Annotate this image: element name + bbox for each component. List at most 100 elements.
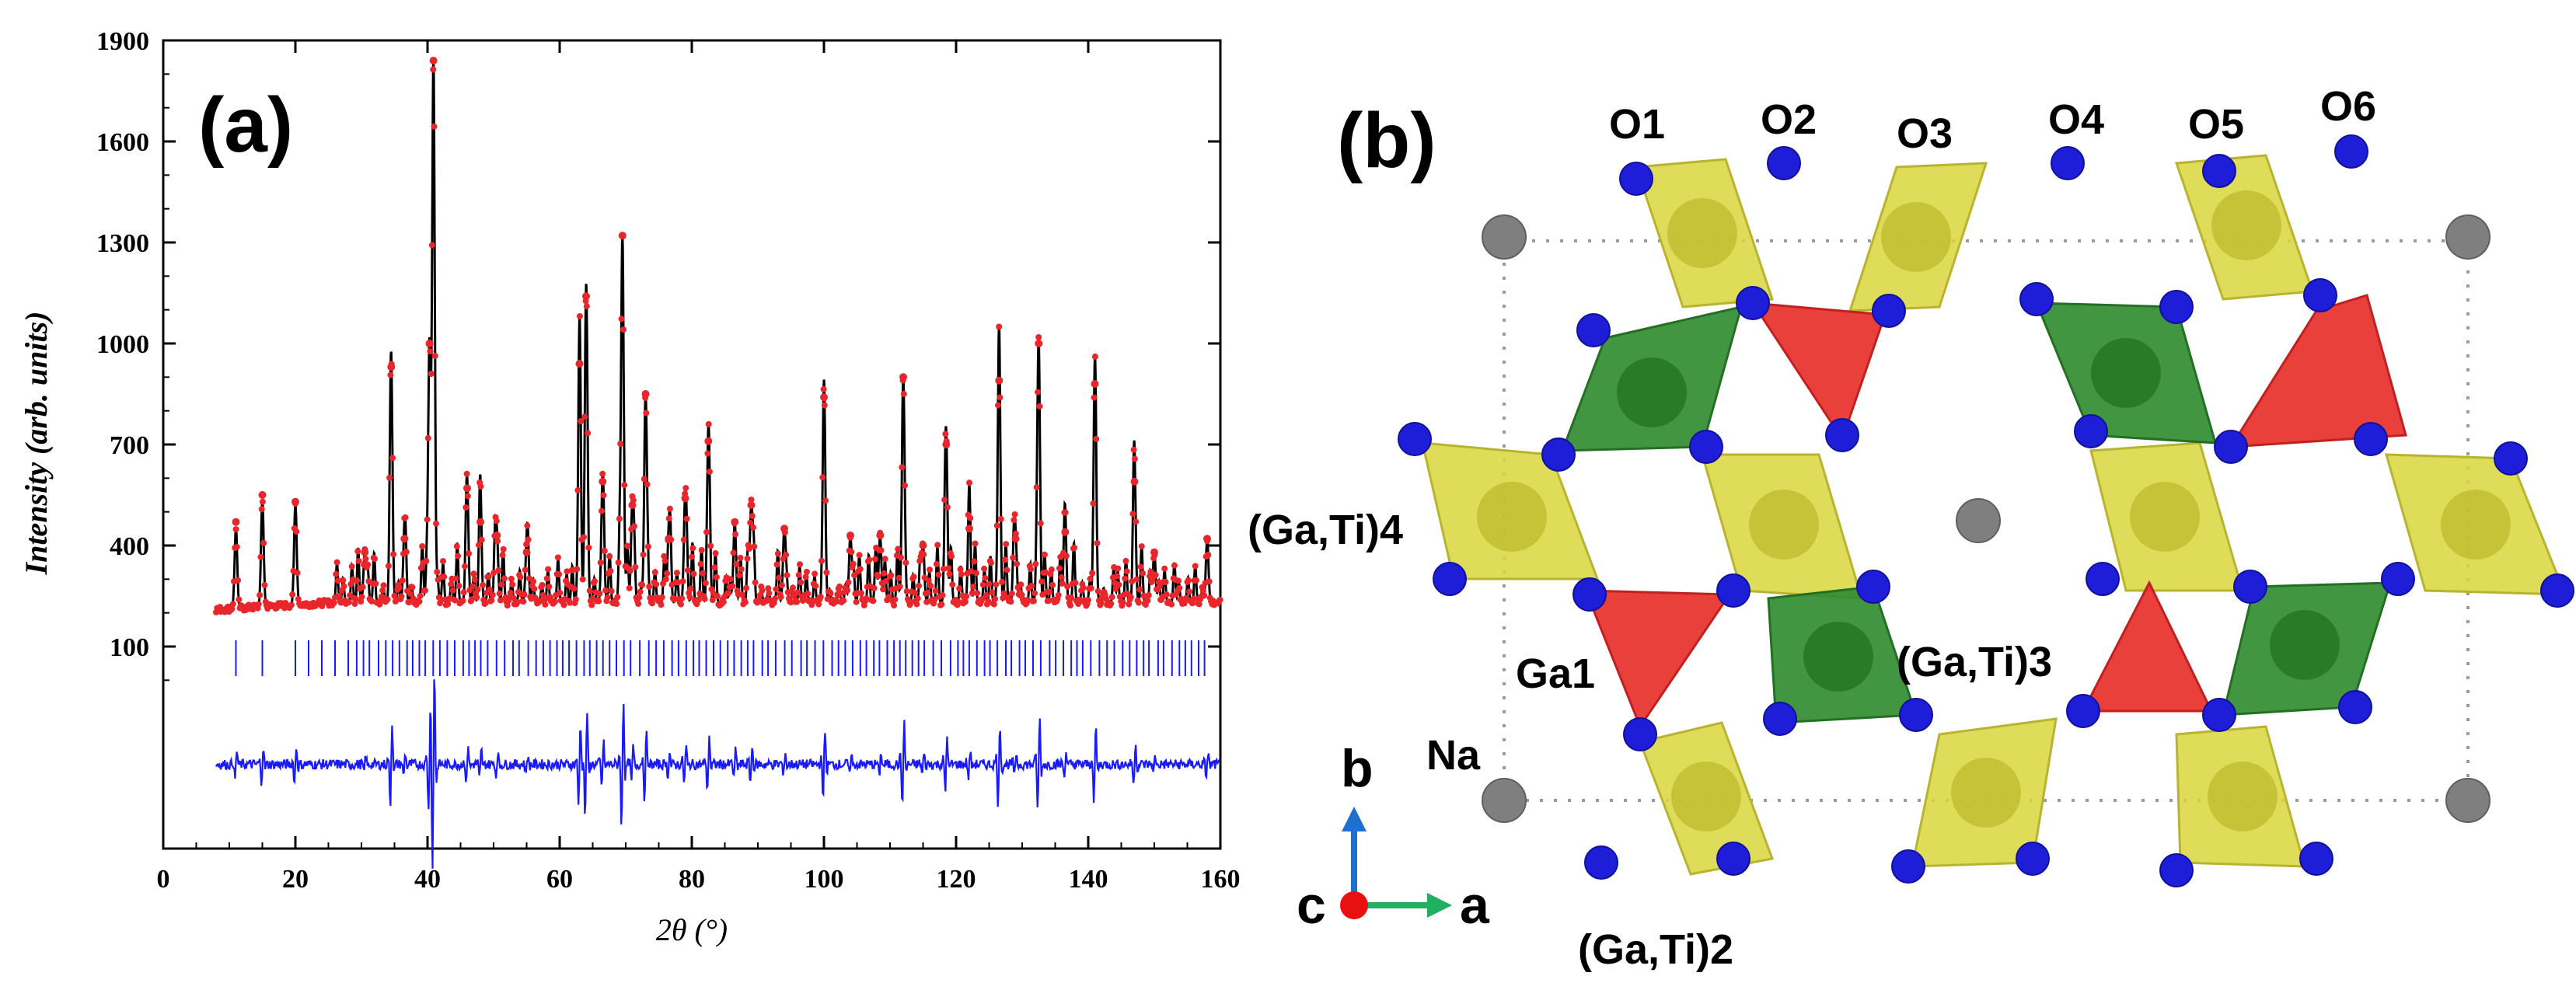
- observed-point: [574, 486, 581, 493]
- observed-point: [1041, 551, 1048, 558]
- observed-point: [732, 531, 739, 538]
- observed-point: [720, 598, 727, 605]
- observed-point: [1087, 584, 1094, 591]
- observed-point: [750, 524, 756, 531]
- observed-point: [707, 542, 714, 549]
- observed-point: [1114, 573, 1120, 580]
- observed-point: [1161, 565, 1168, 572]
- observed-point: [1058, 573, 1065, 580]
- observed-point: [774, 550, 781, 557]
- observed-point: [747, 519, 754, 526]
- observed-point: [658, 601, 665, 608]
- observed-point: [480, 582, 486, 588]
- observed-point: [514, 598, 521, 605]
- observed-peak-point: [291, 497, 299, 506]
- observed-point: [1145, 591, 1152, 598]
- o-atom: [1856, 570, 1890, 604]
- na-atom: [2445, 778, 2490, 823]
- observed-point: [1000, 594, 1007, 601]
- observed-series-points: [213, 57, 1223, 615]
- observed-point: [1011, 511, 1018, 518]
- observed-point: [871, 556, 878, 563]
- observed-peak-point: [425, 340, 434, 347]
- observed-point: [996, 323, 1003, 330]
- observed-point: [1136, 586, 1143, 593]
- observed-point: [1042, 569, 1049, 576]
- observed-point: [554, 554, 561, 561]
- y-tick-label: 1900: [96, 27, 149, 56]
- observed-point: [678, 601, 684, 608]
- observed-point: [431, 352, 438, 359]
- observed-point: [452, 597, 459, 604]
- observed-point: [689, 553, 695, 560]
- observed-point: [607, 567, 614, 574]
- observed-point: [403, 549, 410, 556]
- observed-point: [751, 543, 758, 550]
- observed-point: [777, 594, 784, 601]
- observed-peak-point: [942, 441, 951, 448]
- observed-point: [945, 565, 952, 572]
- observed-point: [1147, 568, 1154, 575]
- x-tick-label: 100: [805, 865, 844, 894]
- observed-point: [1138, 543, 1145, 550]
- o-atom: [2494, 441, 2528, 476]
- observed-point: [686, 594, 693, 601]
- observed-point: [365, 561, 372, 568]
- observed-point: [417, 564, 424, 571]
- observed-point: [765, 585, 772, 592]
- observed-peak-point: [599, 477, 607, 486]
- observed-point: [737, 554, 744, 561]
- observed-point: [858, 590, 864, 597]
- observed-point: [564, 568, 571, 575]
- o-atom: [1689, 430, 1723, 464]
- observed-point: [585, 430, 592, 437]
- observed-point: [1199, 587, 1206, 594]
- observed-point: [1129, 511, 1136, 518]
- observed-peak-point: [1130, 477, 1139, 486]
- observed-point: [1192, 563, 1199, 570]
- observed-point: [1127, 594, 1134, 601]
- observed-point: [1080, 584, 1087, 591]
- observed-point: [1123, 568, 1130, 575]
- oxygen-atoms: [1398, 134, 2574, 887]
- y-tick-label: 700: [110, 431, 149, 460]
- observed-point: [1056, 565, 1063, 572]
- observed-point: [387, 371, 394, 378]
- observed-point: [1163, 591, 1170, 598]
- observed-point: [803, 568, 810, 575]
- o-atom: [1433, 562, 1467, 596]
- observed-point: [641, 476, 647, 483]
- observed-point: [615, 559, 622, 566]
- observed-point: [1186, 588, 1193, 595]
- observed-point: [695, 596, 702, 603]
- calculated-series-line: [216, 58, 1220, 611]
- o-atom: [2381, 562, 2415, 596]
- label-ga1: Ga1: [1516, 650, 1595, 697]
- y-axis-label: Intensity (arb. units): [19, 312, 54, 576]
- observed-point: [701, 595, 708, 602]
- observed-point: [1004, 566, 1011, 573]
- observed-point: [989, 589, 996, 596]
- observed-point: [698, 547, 705, 553]
- observed-point: [836, 583, 843, 590]
- observed-point: [379, 587, 386, 594]
- observed-point: [348, 563, 355, 570]
- observed-point: [475, 542, 482, 549]
- observed-point: [913, 601, 920, 608]
- observed-point: [1037, 520, 1044, 527]
- observed-point: [486, 586, 493, 593]
- observed-point: [958, 570, 965, 577]
- observed-point: [288, 601, 295, 608]
- observed-point: [972, 540, 979, 547]
- observed-point: [827, 590, 834, 597]
- o-atom: [2016, 842, 2050, 876]
- observed-point: [704, 450, 711, 457]
- observed-point: [783, 552, 790, 559]
- observed-point: [939, 592, 946, 599]
- observed-point: [743, 584, 750, 591]
- observed-point: [662, 576, 669, 583]
- observed-point: [1108, 600, 1115, 607]
- observed-point: [1152, 571, 1159, 578]
- observed-point: [485, 573, 492, 580]
- observed-point: [653, 581, 660, 587]
